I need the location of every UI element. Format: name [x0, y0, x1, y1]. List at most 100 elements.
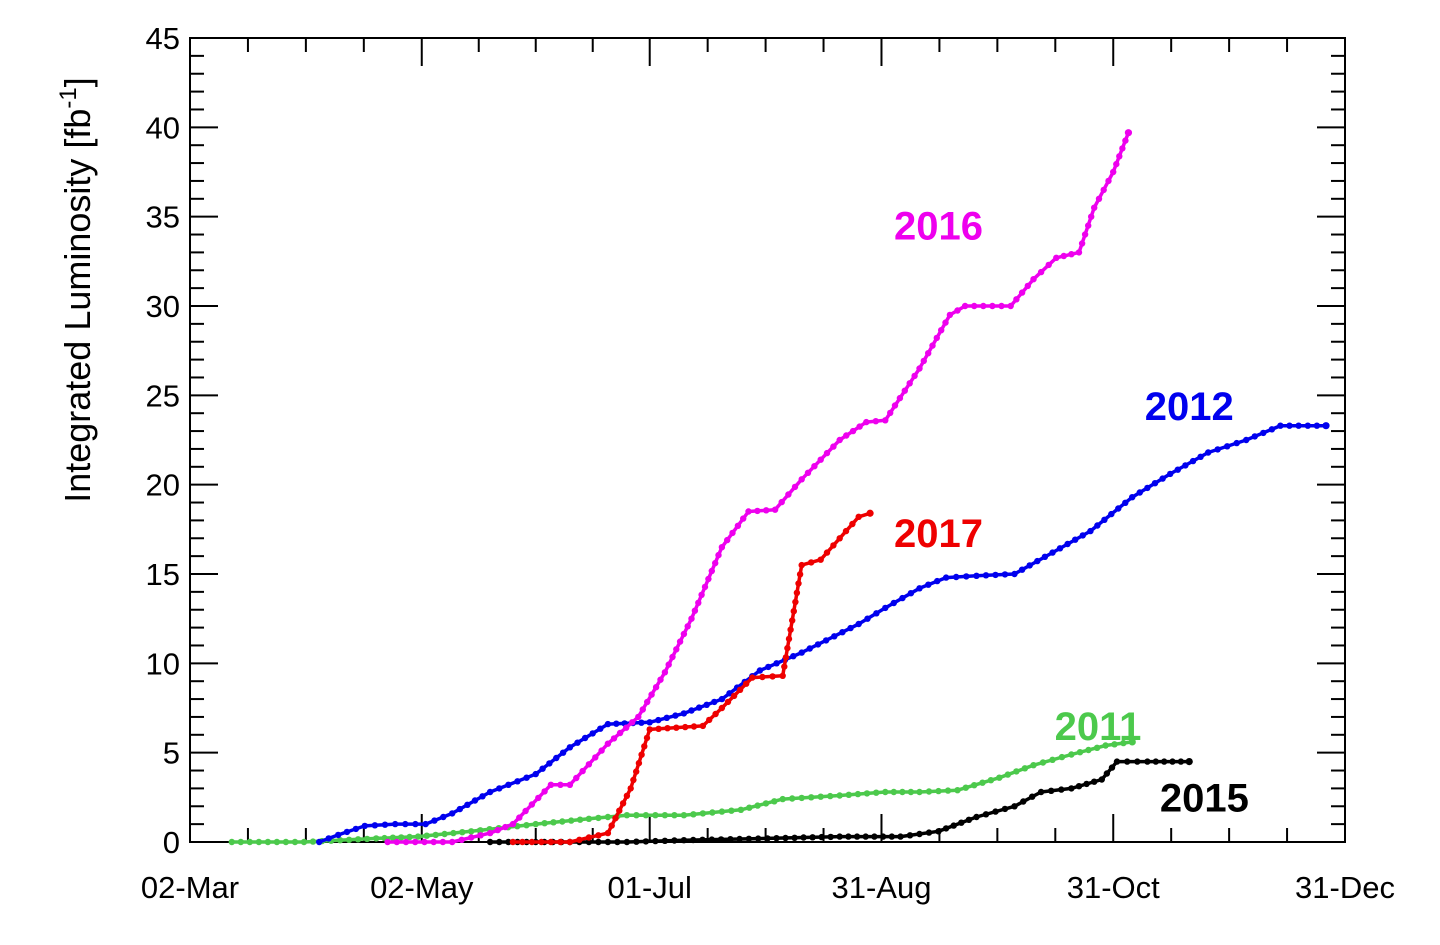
series-point-2011	[808, 794, 815, 801]
series-point-2012	[479, 793, 486, 800]
series-point-2017	[585, 834, 593, 841]
series-label-2011: 2011	[1055, 705, 1142, 749]
series-point-2016	[778, 498, 785, 506]
series-point-2015	[1152, 758, 1160, 765]
series-point-2016	[817, 456, 824, 463]
series-point-2012	[1049, 549, 1056, 556]
series-point-2016	[644, 698, 651, 706]
series-point-2011	[441, 830, 448, 838]
series-point-2015	[1001, 805, 1009, 813]
series-point-2011	[962, 784, 969, 791]
series-point-2017	[623, 792, 631, 799]
series-point-2012	[953, 573, 960, 581]
series-point-2012	[1144, 484, 1151, 492]
series-point-2011	[459, 829, 466, 836]
series-point-2016	[439, 838, 447, 846]
series-point-2016	[684, 623, 691, 630]
series-point-2016	[911, 372, 918, 380]
series-point-2011	[273, 838, 281, 846]
series-point-2012	[890, 599, 897, 607]
series-point-2012	[1268, 426, 1276, 433]
series-point-2016	[1013, 296, 1020, 303]
series-point-2017	[785, 635, 793, 643]
series-point-2015	[1029, 793, 1036, 800]
series-point-2011	[1120, 739, 1127, 747]
series-point-2012	[1243, 436, 1250, 444]
series-point-2016	[502, 823, 509, 831]
series-point-2015	[1177, 758, 1185, 765]
series-point-2017	[519, 838, 526, 846]
series-point-2012	[773, 660, 780, 667]
x-tick-label: 31-Oct	[1067, 870, 1160, 905]
series-point-2012	[1233, 439, 1240, 447]
series-point-2017	[619, 800, 627, 807]
series-point-2016	[998, 302, 1005, 310]
series-point-2016	[901, 387, 908, 394]
series-point-2012	[505, 781, 512, 788]
series-point-2011	[550, 819, 557, 826]
series-point-2017	[782, 654, 790, 661]
series-point-2015	[745, 835, 753, 842]
series-point-2016	[610, 735, 618, 742]
series-point-2016	[402, 838, 410, 846]
series-point-2017	[682, 723, 689, 731]
series-point-2012	[831, 633, 838, 640]
series-point-2011	[771, 798, 778, 805]
series-point-2016	[698, 591, 705, 598]
series-point-2015	[680, 837, 688, 844]
series-point-2015	[916, 830, 923, 838]
series-point-2012	[703, 701, 710, 708]
series-point-2015	[862, 833, 869, 840]
y-tick-label: 35	[146, 200, 180, 235]
series-point-2017	[784, 644, 791, 652]
series-point-2012	[790, 653, 797, 660]
x-tick-label: 01-Jul	[608, 870, 692, 905]
series-point-2015	[906, 832, 914, 839]
series-point-2012	[597, 725, 604, 732]
series-point-2011	[585, 815, 593, 822]
series-point-2011	[1085, 746, 1092, 754]
series-point-2016	[494, 826, 501, 834]
x-tick-label: 02-Mar	[141, 870, 239, 905]
series-point-2017	[699, 722, 707, 730]
series-label-2015: 2015	[1160, 776, 1249, 820]
series-point-2011	[709, 809, 716, 816]
series-point-2015	[614, 838, 621, 846]
series-point-2015	[585, 838, 593, 846]
series-point-2015	[925, 829, 933, 836]
series-point-2017	[795, 580, 802, 587]
series-point-2011	[1111, 741, 1118, 748]
series-point-2016	[522, 807, 529, 815]
series-point-2012	[1041, 553, 1049, 560]
series-point-2011	[661, 812, 669, 819]
series-point-2015	[935, 828, 942, 835]
series-point-2016	[430, 838, 437, 846]
series-point-2016	[1085, 222, 1092, 229]
series-point-2012	[1277, 422, 1284, 429]
series-point-2011	[1030, 762, 1037, 769]
series-point-2012	[496, 785, 503, 792]
series-point-2017	[630, 776, 637, 784]
series-point-2016	[1007, 302, 1014, 310]
series-point-2017	[808, 559, 815, 566]
series-label-2016: 2016	[894, 205, 983, 249]
series-point-2012	[1260, 429, 1267, 437]
series-point-2012	[646, 719, 653, 726]
series-point-2015	[897, 833, 904, 840]
series-point-2012	[1295, 422, 1302, 429]
series-point-2011	[836, 792, 843, 799]
series-point-2017	[855, 513, 862, 520]
series-point-2011	[718, 808, 726, 815]
series-point-2012	[873, 610, 880, 617]
series-point-2015	[773, 835, 780, 842]
series-point-2011	[633, 812, 640, 819]
series-point-2016	[1081, 231, 1089, 238]
series-point-2016	[906, 380, 913, 387]
series-point-2011	[568, 817, 575, 824]
series-point-2011	[699, 810, 707, 817]
series-point-2012	[440, 813, 447, 821]
series-point-2015	[800, 834, 807, 841]
series-point-2017	[779, 672, 786, 679]
y-axis-title: Integrated Luminosity [fb-1]	[55, 77, 98, 503]
series-point-2016	[592, 754, 599, 761]
